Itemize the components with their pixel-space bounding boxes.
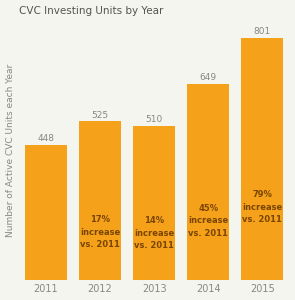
Bar xyxy=(187,84,229,280)
Text: 45%
increase
vs. 2011: 45% increase vs. 2011 xyxy=(188,204,228,238)
Text: 17%
increase
vs. 2011: 17% increase vs. 2011 xyxy=(80,215,120,249)
Bar xyxy=(25,145,67,280)
Bar xyxy=(241,38,283,280)
Text: 510: 510 xyxy=(145,115,163,124)
Text: 649: 649 xyxy=(200,73,217,82)
Text: 801: 801 xyxy=(254,28,271,37)
Text: CVC Investing Units by Year: CVC Investing Units by Year xyxy=(19,6,163,16)
Text: 525: 525 xyxy=(91,111,109,120)
Text: 448: 448 xyxy=(37,134,54,143)
Text: 14%
increase
vs. 2011: 14% increase vs. 2011 xyxy=(134,217,174,250)
Bar xyxy=(79,122,121,280)
Bar xyxy=(133,126,175,280)
Y-axis label: Number of Active CVC Units each Year: Number of Active CVC Units each Year xyxy=(6,63,14,237)
Text: 79%
increase
vs. 2011: 79% increase vs. 2011 xyxy=(242,190,283,224)
